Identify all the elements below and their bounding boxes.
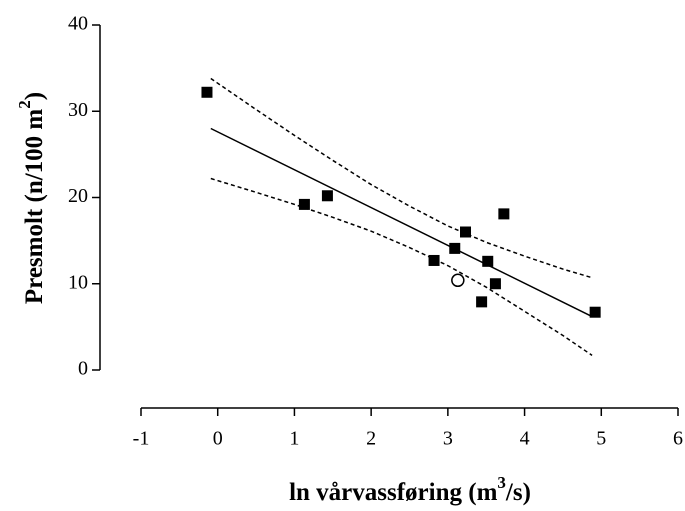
point: [298, 198, 310, 210]
x-tick-label: 6: [673, 428, 683, 450]
confidence-band: [210, 177, 593, 356]
x-tick-label: 3: [443, 428, 453, 450]
y-tick-label: 10: [68, 271, 88, 293]
x-tick-label: 1: [289, 428, 299, 450]
point: [489, 278, 501, 290]
y-tick-label: 30: [68, 99, 88, 121]
y-tick-label: 0: [78, 358, 88, 380]
point: [498, 208, 510, 220]
x-axis-label: ln vårvassføring (m3/s): [289, 473, 531, 506]
point: [460, 226, 472, 238]
point: [589, 306, 601, 318]
x-tick-label: 2: [366, 428, 376, 450]
x-tick-label: 4: [520, 428, 530, 450]
y-tick-label: 40: [68, 13, 88, 35]
confidence-band: [210, 77, 593, 279]
y-label-part: Presmolt (n/100 m: [21, 109, 48, 305]
x-tick-label: 5: [596, 428, 606, 450]
point: [476, 296, 488, 308]
y-axis-label: Presmolt (n/100 m2): [15, 92, 48, 304]
x-tick-label: 0: [213, 428, 223, 450]
point: [482, 255, 494, 267]
y-label-part: ): [21, 92, 48, 100]
point: [428, 254, 440, 266]
x-label-part: /s): [505, 479, 531, 506]
y-label-sup: 2: [15, 100, 34, 109]
regression-line: [210, 127, 593, 318]
point: [201, 86, 213, 98]
y-tick-label: 20: [68, 185, 88, 207]
x-label-sup: 3: [497, 473, 506, 492]
x-tick-label: -1: [133, 428, 150, 450]
point: [321, 190, 333, 202]
x-label-part: ln vårvassføring (m: [289, 479, 498, 506]
point: [451, 273, 465, 288]
